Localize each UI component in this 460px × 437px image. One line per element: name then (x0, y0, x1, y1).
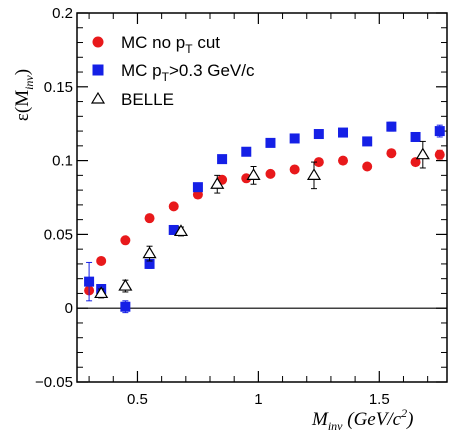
data-point-circle (168, 201, 179, 212)
data-point-circle (289, 164, 300, 175)
legend: MC no pT cut MC pT>0.3 GeV/c BELLE (90, 33, 255, 109)
data-point-circle (265, 168, 276, 179)
data-point-circle (434, 149, 445, 160)
data-point-circle (96, 255, 107, 266)
x-tick-label: 0.5 (127, 391, 148, 408)
y-axis-title: ε(Minv) (12, 69, 36, 121)
data-point-triangle (415, 147, 430, 160)
data-point-circle (410, 157, 421, 168)
data-point-circle (386, 148, 397, 159)
y-tick-label: 0.1 (52, 153, 73, 170)
data-point-square (362, 136, 373, 147)
data-point-square (84, 276, 95, 287)
plot-frame (76, 12, 448, 383)
series-1 (84, 121, 445, 314)
legend-marker-mc-pt-cut (92, 64, 104, 76)
data-point-square (338, 127, 349, 138)
legend-label-belle: BELLE (121, 90, 174, 109)
data-point-triangle (142, 246, 157, 259)
data-point-triangle (94, 286, 109, 299)
data-point-circle (338, 155, 349, 166)
data-point-triangle (173, 224, 189, 237)
legend-marker-mc-no-cut (92, 36, 104, 48)
x-axis-title: Minv (GeV/c2) (311, 406, 413, 433)
data-point-square (168, 224, 179, 235)
data-point-square (217, 154, 228, 165)
data-point-circle (362, 161, 373, 172)
y-tick-label: 0 (65, 300, 73, 317)
data-point-circle (241, 173, 252, 184)
data-point-triangle (210, 177, 225, 189)
y-tick-label: 0.05 (44, 226, 73, 243)
y-tick-label: 0.15 (44, 79, 73, 96)
series-2 (94, 140, 430, 299)
data-point-square (265, 137, 276, 148)
data-point-square (313, 129, 324, 140)
y-tick-label: 0.2 (52, 5, 73, 22)
data-point-square (120, 301, 131, 312)
data-point-triangle (118, 278, 133, 291)
legend-label-mc-pt-cut: MC pT>0.3 GeV/c (121, 61, 255, 84)
data-point-circle (144, 213, 155, 224)
data-point-square (192, 182, 203, 193)
data-point-circle (313, 157, 324, 168)
data-marks (84, 121, 445, 314)
series-0 (84, 148, 445, 296)
x-tick-label: 1.5 (369, 391, 390, 408)
legend-marker-belle (90, 91, 106, 104)
data-point-square (289, 133, 300, 144)
data-point-circle (120, 235, 131, 246)
data-point-square (410, 131, 421, 142)
data-point-square (386, 121, 397, 132)
tick-labels: 0.5 1 1.5 −0.05 0 0.05 0.1 0.15 0.2 (35, 5, 390, 408)
data-point-square (241, 146, 252, 157)
legend-label-mc-no-cut: MC no pT cut (121, 33, 220, 56)
x-tick-label: 1 (254, 391, 262, 408)
data-point-square (434, 126, 445, 137)
data-point-triangle (306, 168, 322, 180)
data-point-square (144, 258, 155, 269)
axis-ticks (77, 12, 447, 383)
data-point-triangle (246, 168, 261, 180)
y-tick-label: −0.05 (35, 374, 73, 391)
